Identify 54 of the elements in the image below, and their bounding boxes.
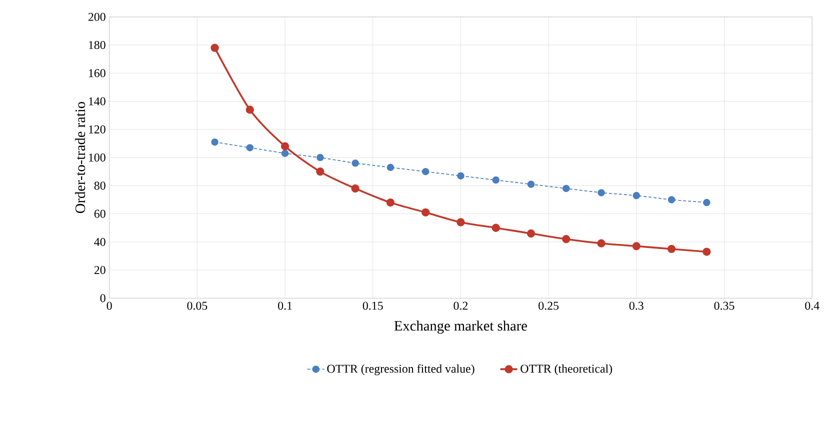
point: [668, 196, 676, 204]
point: [702, 247, 711, 256]
y-tick-label: 180: [88, 40, 106, 49]
legend-label: OTTR (regression fitted value): [327, 364, 474, 376]
point: [352, 159, 359, 167]
y-tick-label: 80: [94, 181, 106, 190]
point: [351, 184, 360, 192]
x-tick-label: 0.2: [454, 301, 468, 310]
point: [316, 167, 324, 176]
y-tick-label: 200: [88, 12, 106, 21]
y-tick-label: 0: [100, 294, 106, 302]
y-tick-label: 40: [94, 238, 106, 246]
y-tick-label: 160: [88, 68, 106, 77]
x-tick-label: 0: [106, 301, 112, 310]
x-tick-label: 0.4: [805, 301, 820, 310]
y-tick-label: 20: [94, 266, 106, 274]
x-tick-label: 0.05: [187, 301, 208, 310]
point: [280, 142, 290, 150]
point: [422, 208, 430, 216]
y-tick-label: 120: [88, 125, 106, 134]
point: [526, 229, 536, 238]
point: [492, 176, 500, 184]
point: [597, 239, 606, 248]
point: [632, 192, 640, 199]
point: [386, 164, 394, 171]
x-tick-label: 0.3: [629, 301, 644, 310]
point: [281, 149, 289, 157]
point: [562, 234, 570, 243]
x-tick-label: 0.25: [538, 301, 559, 310]
point: [386, 198, 395, 206]
point: [527, 180, 535, 188]
y-tick-label: 100: [88, 153, 106, 162]
point: [210, 44, 219, 52]
x-tick-label: 0.15: [362, 301, 383, 310]
point: [246, 105, 254, 114]
y-axis-title: Order-to-trade ratio: [75, 102, 86, 213]
point: [457, 172, 464, 180]
x-tick-label: 0.35: [714, 301, 734, 310]
y-tick-label: 60: [94, 210, 106, 218]
point: [632, 242, 640, 250]
legend-label: OTTR (theoretical): [520, 364, 612, 375]
x-axis-title: Exchange market share: [394, 320, 527, 334]
x-tick-label: 0.1: [278, 301, 292, 310]
point: [211, 138, 218, 146]
point: [703, 198, 710, 206]
point: [422, 168, 430, 176]
y-tick-label: 140: [88, 97, 106, 106]
point: [246, 144, 254, 152]
point: [316, 154, 324, 161]
point: [456, 218, 465, 226]
point: [598, 188, 605, 196]
point: [492, 224, 500, 232]
point: [667, 244, 676, 253]
point: [562, 184, 570, 192]
